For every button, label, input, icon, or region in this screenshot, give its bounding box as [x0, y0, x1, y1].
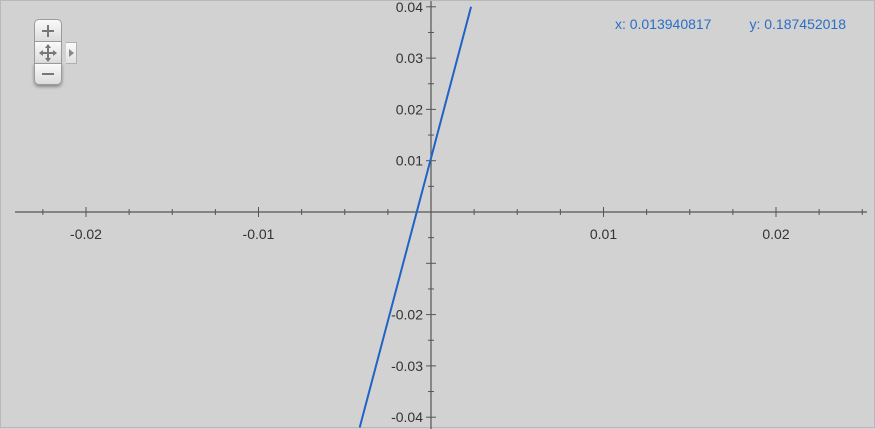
- coordinate-readout: x: 0.013940817 y: 0.187452018: [615, 16, 846, 32]
- function-curve[interactable]: [358, 6, 473, 428]
- move-arrows-icon: [39, 43, 57, 62]
- zoom-out-button[interactable]: [34, 63, 62, 85]
- pan-button[interactable]: [34, 41, 77, 64]
- pan-expand-button[interactable]: [66, 42, 77, 64]
- x-tick-label: 0.01: [590, 226, 617, 242]
- minus-icon: [42, 73, 54, 75]
- y-tick-label: 0.03: [396, 50, 423, 66]
- plus-icon: [42, 24, 54, 37]
- x-tick-label: -0.01: [243, 226, 275, 242]
- y-tick-label: 0.02: [396, 101, 423, 117]
- x-tick-label: -0.02: [70, 226, 102, 242]
- y-tick-label: 0.04: [396, 1, 423, 15]
- zoom-in-button[interactable]: [34, 19, 62, 41]
- x-coordinate: x: 0.013940817: [614, 16, 712, 32]
- y-tick-label: -0.04: [391, 409, 423, 425]
- y-tick-label: 0.01: [396, 153, 423, 169]
- x-tick-label: 0.02: [762, 226, 789, 242]
- chevron-right-icon: [68, 49, 74, 57]
- y-coordinate: y: 0.187452018: [749, 16, 846, 32]
- y-tick-label: -0.03: [391, 358, 423, 374]
- zoom-controls: [34, 19, 77, 85]
- y-tick-label: -0.02: [391, 307, 423, 323]
